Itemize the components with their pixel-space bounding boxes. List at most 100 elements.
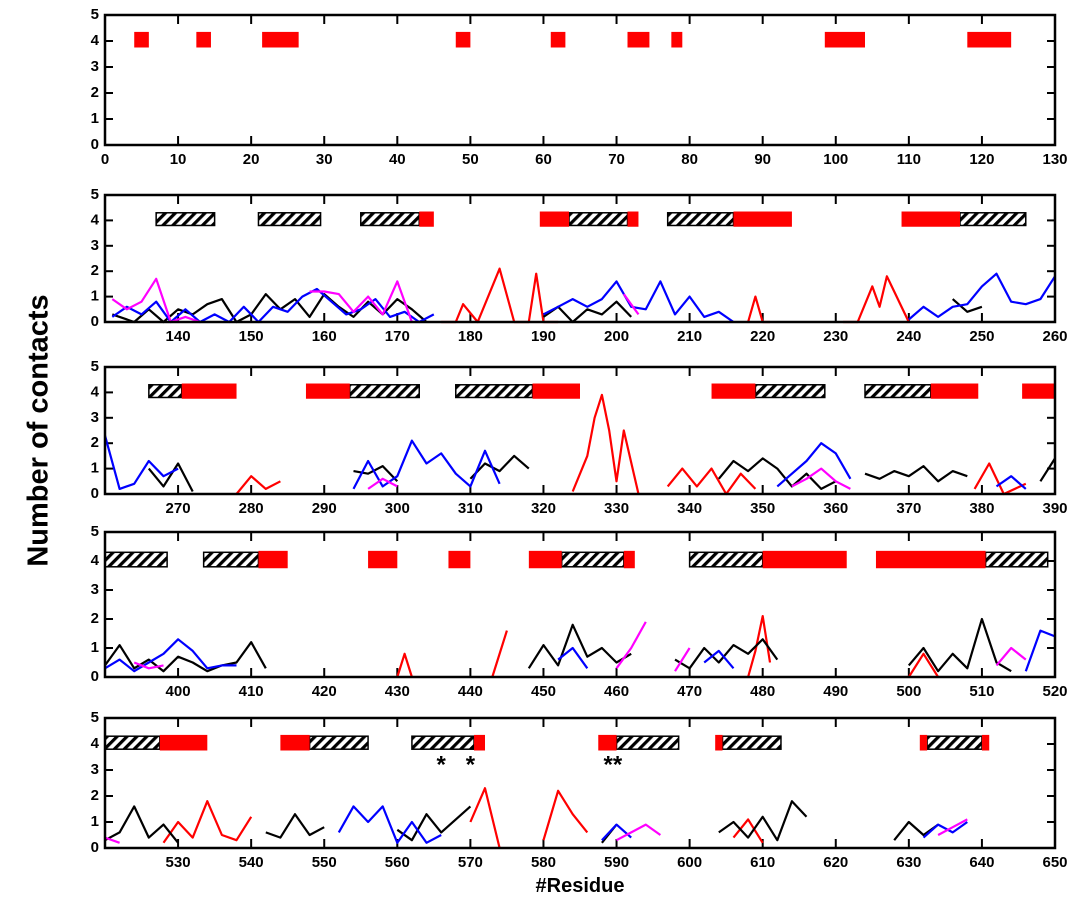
y-tick-label: 4 — [91, 735, 100, 752]
x-tick-label: 100 — [823, 151, 848, 168]
helix — [305, 383, 350, 399]
x-tick-label: 0 — [101, 151, 109, 168]
x-tick-label: 90 — [754, 151, 771, 168]
annotation: * — [436, 752, 446, 779]
strand — [104, 551, 168, 568]
contact-line — [103, 435, 1027, 490]
panel-frame — [103, 716, 1057, 850]
helix — [981, 734, 990, 751]
y-tick-label: 0 — [91, 313, 99, 330]
helix — [528, 550, 562, 569]
helix — [539, 211, 570, 227]
helix — [550, 31, 566, 48]
x-tick-label: 500 — [896, 683, 921, 700]
annotation: * — [466, 752, 476, 779]
y-tick-label: 2 — [91, 610, 99, 627]
x-tick-label: 410 — [239, 683, 264, 700]
helix — [196, 31, 211, 48]
x-tick-label: 150 — [239, 328, 264, 345]
x-tick-label: 20 — [243, 151, 260, 168]
helix — [967, 31, 1012, 48]
contact-line — [104, 818, 968, 844]
x-tick-label: 220 — [750, 328, 775, 345]
panel-frame — [103, 13, 1057, 147]
y-tick-label: 0 — [91, 839, 99, 856]
strand — [864, 384, 932, 399]
helix — [627, 31, 650, 48]
x-tick-label: 510 — [969, 683, 994, 700]
x-tick-label: 640 — [969, 854, 994, 871]
strand — [666, 212, 735, 227]
strand — [926, 735, 983, 750]
x-tick-label: 190 — [531, 328, 556, 345]
x-axis-label: #Residue — [536, 875, 625, 897]
x-tick-label: 350 — [750, 500, 775, 517]
helix — [280, 734, 310, 751]
helix — [711, 383, 756, 399]
x-tick-label: 330 — [604, 500, 629, 517]
helix — [258, 550, 288, 569]
x-tick-label: 110 — [897, 151, 921, 168]
contact-line — [111, 272, 1056, 324]
x-tick-label: 370 — [896, 500, 921, 517]
y-tick-label: 1 — [91, 813, 99, 830]
y-tick-label: 0 — [91, 485, 99, 502]
strand — [104, 735, 161, 750]
y-tick-label: 5 — [91, 186, 99, 203]
x-tick-label: 260 — [1042, 328, 1067, 345]
y-tick-label: 4 — [91, 383, 100, 400]
x-tick-label: 250 — [969, 328, 994, 345]
helix — [762, 550, 847, 569]
x-tick-label: 550 — [312, 854, 337, 871]
helix — [733, 211, 792, 227]
y-tick-label: 5 — [91, 523, 99, 540]
strand — [411, 735, 475, 750]
x-tick-label: 460 — [604, 683, 629, 700]
x-tick-label: 120 — [969, 151, 994, 168]
x-tick-label: 210 — [677, 328, 702, 345]
strand — [455, 384, 534, 399]
y-tick-label: 3 — [91, 761, 99, 778]
x-tick-label: 80 — [681, 151, 698, 168]
contact-line — [133, 621, 1027, 672]
y-tick-label: 3 — [91, 58, 99, 75]
x-tick-label: 390 — [1042, 500, 1067, 517]
helix — [448, 550, 471, 569]
x-tick-label: 30 — [316, 151, 333, 168]
strand — [148, 384, 183, 399]
strand — [360, 212, 420, 227]
contact-line — [235, 393, 1027, 496]
helix — [532, 383, 580, 399]
y-tick-label: 0 — [91, 136, 99, 153]
strand — [754, 384, 826, 399]
helix — [671, 31, 683, 48]
strand — [257, 212, 322, 227]
x-tick-label: 240 — [896, 328, 921, 345]
strand — [155, 212, 216, 227]
strand — [959, 212, 1027, 227]
x-tick-label: 50 — [462, 151, 479, 168]
y-tick-label: 2 — [91, 262, 99, 279]
contact-line — [162, 787, 764, 849]
x-tick-label: 200 — [604, 328, 629, 345]
helix — [919, 734, 928, 751]
x-tick-label: 470 — [677, 683, 702, 700]
panel-frame — [103, 530, 1057, 679]
contact-line — [104, 617, 1012, 673]
x-tick-label: 340 — [677, 500, 702, 517]
y-tick-label: 1 — [91, 288, 99, 305]
x-tick-label: 560 — [385, 854, 410, 871]
panel-frame — [103, 365, 1057, 496]
x-tick-label: 420 — [312, 683, 337, 700]
contact-line — [147, 454, 1056, 493]
y-tick-label: 5 — [91, 709, 99, 726]
x-tick-label: 130 — [1042, 151, 1067, 168]
strand — [568, 212, 629, 227]
helix — [262, 31, 299, 48]
strand — [721, 735, 782, 750]
y-tick-label: 5 — [91, 6, 99, 23]
helix — [474, 734, 485, 751]
y-tick-label: 2 — [91, 434, 99, 451]
x-tick-label: 620 — [823, 854, 848, 871]
